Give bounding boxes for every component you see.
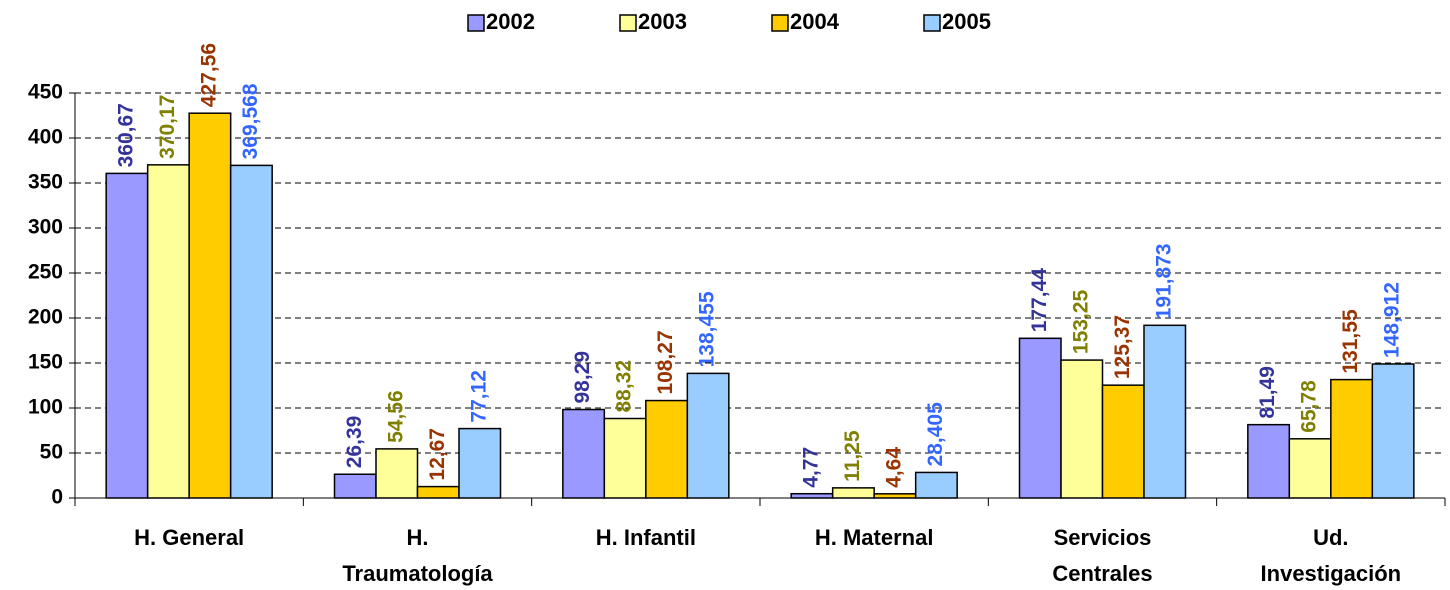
value-label: 370,17 (156, 95, 179, 159)
bar (1330, 378, 1374, 499)
value-label: 369,568 (239, 83, 262, 159)
legend-swatch (771, 14, 789, 32)
value-label: 26,39 (343, 416, 366, 469)
bar (1101, 384, 1145, 499)
x-tick-label: Ud. Investigación (1260, 525, 1402, 586)
y-tick-label: 250 (28, 261, 63, 284)
x-tick-label: H. Traumatología (342, 525, 493, 586)
bar (645, 399, 689, 499)
legend-swatch (923, 14, 941, 32)
bar (873, 493, 917, 499)
x-tick-label-box: H. Traumatología (342, 525, 493, 586)
value-label: 360,67 (114, 103, 137, 167)
value-label: 125,37 (1111, 315, 1134, 379)
bar (229, 164, 273, 499)
bar (686, 372, 730, 499)
x-tick-label-box: H. Maternal (814, 525, 934, 550)
bar (375, 448, 419, 499)
bar (1247, 423, 1291, 499)
x-tick-label: Servicios Centrales (1052, 525, 1153, 586)
bar (603, 417, 647, 499)
value-label: 427,56 (197, 43, 220, 107)
y-tick-label: 50 (40, 441, 63, 464)
value-label: 28,405 (924, 402, 947, 467)
value-label: 12,67 (426, 428, 449, 481)
legend-swatch (619, 14, 637, 32)
bar (1060, 359, 1104, 499)
value-label: 88,32 (613, 360, 636, 413)
bar (1288, 438, 1332, 499)
value-label: 4,64 (882, 447, 905, 488)
value-label: 131,55 (1339, 309, 1362, 374)
y-tick-label: 350 (28, 171, 63, 194)
value-label: 81,49 (1256, 366, 1279, 419)
bar (1143, 324, 1187, 499)
value-label: 77,12 (467, 370, 490, 423)
value-label: 65,78 (1298, 380, 1321, 433)
value-label: 148,912 (1381, 282, 1404, 358)
legend-label: 2003 (638, 9, 687, 34)
y-tick-label: 200 (28, 306, 63, 329)
value-label: 153,25 (1069, 290, 1092, 355)
x-tick-label-box: H. Infantil (595, 525, 696, 550)
bar (188, 112, 232, 499)
value-label: 191,873 (1152, 243, 1175, 319)
y-tick-label: 0 (51, 486, 63, 509)
bar (562, 408, 606, 499)
bar (790, 492, 834, 499)
value-label: 177,44 (1028, 268, 1051, 333)
bar (914, 471, 958, 499)
y-tick-label: 400 (28, 126, 63, 149)
legend-label: 2005 (942, 9, 991, 34)
bar (831, 487, 875, 499)
bar (458, 427, 502, 499)
legend-swatch (467, 14, 485, 32)
bar (146, 164, 190, 499)
bar (333, 473, 377, 499)
y-tick-label: 100 (28, 396, 63, 419)
y-tick-label: 450 (28, 81, 63, 104)
legend-label: 2004 (790, 9, 840, 34)
value-label: 4,77 (799, 447, 822, 488)
value-label: 54,56 (384, 390, 407, 443)
x-tick-label: H. General (134, 525, 245, 550)
value-label: 138,455 (696, 291, 719, 367)
y-tick-label: 150 (28, 351, 63, 374)
x-tick-label-box: H. General (134, 525, 245, 550)
legend-label: 2002 (486, 9, 535, 34)
value-label: 108,27 (654, 330, 677, 394)
x-tick-label-box: Servicios Centrales (1052, 525, 1153, 586)
x-tick-label: H. Infantil (595, 525, 696, 550)
bar (416, 485, 460, 499)
value-label: 11,25 (841, 430, 864, 482)
bar (105, 172, 149, 499)
value-label: 98,29 (571, 351, 594, 404)
y-tick-label: 300 (28, 216, 63, 239)
x-tick-label: H. Maternal (814, 525, 934, 550)
bar (1371, 363, 1415, 499)
bar (1018, 337, 1062, 499)
x-tick-label-box: Ud. Investigación (1260, 525, 1402, 586)
